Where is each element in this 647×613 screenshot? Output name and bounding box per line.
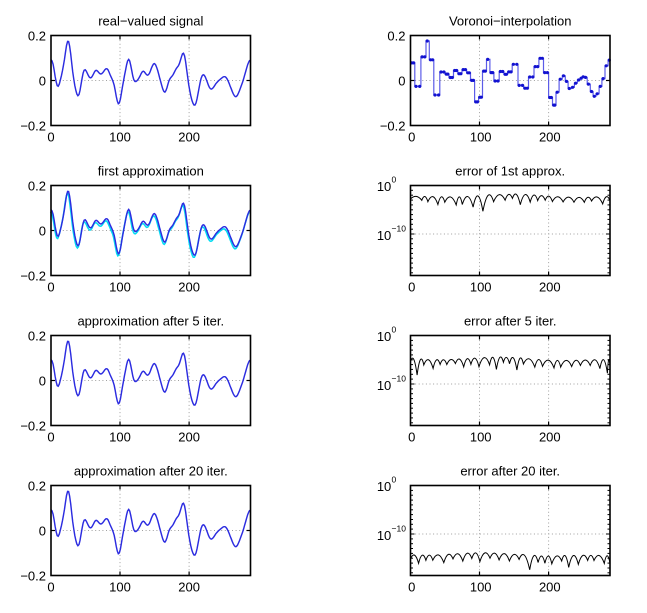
svg-text:100: 100 bbox=[109, 280, 131, 295]
svg-text:0: 0 bbox=[39, 224, 46, 239]
svg-text:10: 10 bbox=[377, 479, 391, 494]
svg-text:0: 0 bbox=[408, 580, 415, 595]
svg-text:0.2: 0.2 bbox=[387, 29, 405, 44]
svg-text:0.2: 0.2 bbox=[28, 179, 46, 194]
svg-text:0: 0 bbox=[408, 130, 415, 145]
svg-text:10: 10 bbox=[377, 179, 391, 194]
svg-text:100: 100 bbox=[109, 130, 131, 145]
svg-text:real−valued signal: real−valued signal bbox=[98, 14, 203, 29]
svg-text:200: 200 bbox=[178, 130, 200, 145]
svg-text:0: 0 bbox=[392, 475, 397, 485]
svg-text:0: 0 bbox=[392, 325, 397, 335]
svg-text:0: 0 bbox=[392, 175, 397, 185]
svg-text:10: 10 bbox=[377, 329, 391, 344]
svg-text:0.2: 0.2 bbox=[28, 479, 46, 494]
svg-text:0: 0 bbox=[39, 74, 46, 89]
svg-text:200: 200 bbox=[178, 580, 200, 595]
svg-text:0: 0 bbox=[39, 524, 46, 539]
svg-text:0: 0 bbox=[39, 374, 46, 389]
svg-text:−0.2: −0.2 bbox=[20, 268, 46, 283]
svg-text:100: 100 bbox=[470, 130, 492, 145]
svg-text:0: 0 bbox=[408, 280, 415, 295]
svg-text:200: 200 bbox=[539, 580, 561, 595]
svg-text:approximation after 20 iter.: approximation after 20 iter. bbox=[74, 464, 228, 479]
svg-text:0: 0 bbox=[398, 74, 405, 89]
svg-text:10: 10 bbox=[377, 228, 391, 243]
svg-text:0.2: 0.2 bbox=[28, 29, 46, 44]
svg-text:0: 0 bbox=[47, 580, 54, 595]
svg-text:100: 100 bbox=[470, 430, 492, 445]
svg-text:200: 200 bbox=[178, 430, 200, 445]
svg-text:−10: −10 bbox=[392, 224, 407, 234]
svg-text:approximation after 5 iter.: approximation after 5 iter. bbox=[77, 314, 224, 329]
svg-text:0.2: 0.2 bbox=[28, 329, 46, 344]
svg-text:error after 20 iter.: error after 20 iter. bbox=[460, 464, 560, 479]
svg-text:100: 100 bbox=[470, 580, 492, 595]
svg-text:−10: −10 bbox=[392, 374, 407, 384]
svg-text:first approximation: first approximation bbox=[98, 164, 204, 179]
svg-text:0: 0 bbox=[408, 430, 415, 445]
svg-text:200: 200 bbox=[178, 280, 200, 295]
svg-text:200: 200 bbox=[539, 430, 561, 445]
svg-text:100: 100 bbox=[109, 430, 131, 445]
svg-text:error after 5 iter.: error after 5 iter. bbox=[464, 314, 556, 329]
svg-text:−0.2: −0.2 bbox=[20, 568, 46, 583]
svg-text:10: 10 bbox=[377, 528, 391, 543]
svg-text:−0.2: −0.2 bbox=[20, 118, 46, 133]
svg-text:100: 100 bbox=[470, 280, 492, 295]
svg-text:10: 10 bbox=[377, 378, 391, 393]
svg-text:error of 1st approx.: error of 1st approx. bbox=[455, 164, 565, 179]
svg-text:−10: −10 bbox=[392, 524, 407, 534]
svg-text:0: 0 bbox=[47, 430, 54, 445]
svg-text:Voronoi−interpolation: Voronoi−interpolation bbox=[449, 14, 572, 29]
svg-text:0: 0 bbox=[47, 130, 54, 145]
svg-text:200: 200 bbox=[539, 130, 561, 145]
svg-text:200: 200 bbox=[539, 280, 561, 295]
svg-text:100: 100 bbox=[109, 580, 131, 595]
svg-text:−0.2: −0.2 bbox=[380, 118, 406, 133]
svg-text:0: 0 bbox=[47, 280, 54, 295]
svg-text:−0.2: −0.2 bbox=[20, 418, 46, 433]
